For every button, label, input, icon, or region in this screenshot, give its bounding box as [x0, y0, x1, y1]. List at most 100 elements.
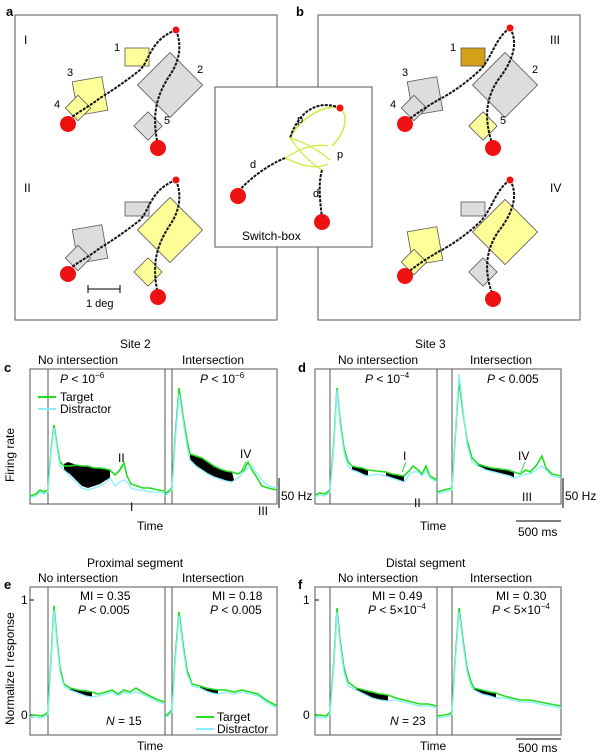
f-right-p-exp: −4 — [541, 602, 551, 611]
f-right-mi: MI = 0.30 — [496, 589, 547, 603]
row1-xlabel-c: Time — [137, 519, 164, 533]
f-left-n-text: = 23 — [399, 714, 426, 728]
f-right-p-text: < 5×10 — [500, 603, 541, 617]
row2-xlabel-e: Time — [137, 739, 164, 753]
e-right-distractor-trace — [164, 615, 278, 719]
rect-5 — [468, 257, 498, 287]
f-left-p-value: P < 5×10−4 — [368, 602, 426, 617]
c-right-marker-tick — [240, 461, 247, 473]
rect-4 — [64, 94, 92, 122]
y-tick-label-0: 0 — [21, 708, 28, 722]
panel-label-a: a — [6, 4, 14, 19]
rect-label-5: 5 — [500, 115, 506, 127]
target-circle — [60, 116, 76, 132]
rect-2 — [136, 51, 204, 119]
legend2-target-label: Target — [217, 710, 251, 724]
curve-distractor — [67, 179, 177, 271]
f-right-p-sym: P — [492, 603, 500, 617]
c-right-roman: III — [258, 504, 268, 518]
c-left-p-sym: P — [60, 372, 68, 386]
y-tick-label-1: 1 — [21, 593, 28, 607]
row1-ms-scale-label: 500 ms — [518, 525, 557, 539]
rect-4 — [400, 248, 428, 276]
f-left-n-sym: N — [390, 714, 399, 728]
f-left-p-exp: −4 — [417, 602, 427, 611]
c-right-traces — [164, 387, 278, 497]
panel-a-condition-I: I 1 2 3 4 5 — [24, 26, 204, 156]
e-left-target-trace — [29, 605, 166, 717]
rect-label-4: 4 — [390, 99, 396, 111]
d-right-frame — [436, 368, 562, 505]
e-right-subtitle: Intersection — [182, 571, 244, 585]
panel-label-c: c — [4, 360, 11, 375]
scale-bar-deg: 1 deg — [86, 285, 121, 310]
fixation-point — [506, 24, 514, 32]
switch-distal-segment-right — [318, 169, 323, 219]
row2-y-axis: 1 0 1 0 — [21, 593, 319, 722]
d-left-difference-fill-1 — [352, 466, 368, 476]
switch-proximal-segment — [289, 104, 341, 139]
switch-fixation-point — [336, 104, 344, 112]
panel-b-condition-IV: IV — [397, 176, 561, 307]
site3-title: Site 3 — [415, 337, 446, 351]
e-left-mi: MI = 0.35 — [80, 589, 131, 603]
rect-4 — [64, 244, 92, 272]
fixation-point — [506, 176, 514, 184]
c-right-distractor-trace — [164, 393, 278, 497]
condition-II-label: II — [24, 181, 31, 195]
panel-label-d: d — [298, 360, 306, 375]
d-right-marker-tick — [520, 461, 526, 473]
condition-III-label: III — [550, 33, 560, 47]
c-left-distractor-trace — [29, 427, 166, 499]
proximal-title: Proximal segment — [87, 556, 184, 570]
c-right-p-value: P < 10−6 — [200, 371, 245, 386]
c-right-frame — [164, 368, 278, 505]
f-right-frame — [436, 586, 562, 736]
c-left-p-value: P < 10−6 — [60, 371, 105, 386]
d-left-p-exp: −4 — [400, 371, 410, 380]
rect-1 — [460, 47, 486, 67]
legend-row1: Target Distractor — [38, 390, 111, 416]
rect-5 — [468, 111, 498, 141]
d-left-difference-fill-2 — [386, 472, 404, 482]
switch-circle-right — [314, 214, 330, 230]
rect-5 — [133, 257, 163, 287]
row2-ms-scale-label: 500 ms — [518, 741, 557, 755]
f-right-subtitle: Intersection — [470, 571, 532, 585]
e-left-distractor-trace — [29, 609, 166, 719]
d-left-traces — [314, 387, 438, 498]
distractor-circle — [397, 116, 413, 132]
curve-target — [486, 27, 516, 147]
switch-label-p1: p — [297, 114, 303, 126]
d-left-marker-tick — [401, 461, 407, 473]
e-left-n-sym: N — [106, 714, 115, 728]
c-left-p-exp: −6 — [95, 371, 105, 380]
rect-1 — [460, 201, 486, 217]
e-right-frame — [164, 586, 278, 736]
d-hz-scale-label: 50 Hz — [565, 489, 596, 503]
rect-label-2: 2 — [532, 64, 538, 76]
d-left-target-trace — [314, 387, 438, 496]
e-left-p-sym: P — [78, 603, 86, 617]
fixation-point — [172, 26, 180, 34]
curve-distractor — [154, 29, 181, 146]
curve-target — [67, 29, 177, 121]
target-circle — [150, 289, 166, 305]
rect-2 — [136, 196, 204, 264]
e-left-subtitle: No intersection — [38, 571, 118, 585]
rect-1 — [124, 201, 150, 217]
f-left-p-sym: P — [368, 603, 376, 617]
d-right-marker-label: IV — [518, 449, 529, 463]
row1-ylabel: Firing rate — [3, 428, 17, 482]
rect-label-1: 1 — [450, 42, 456, 54]
distractor-circle — [60, 266, 76, 282]
legend2-distractor-label: Distractor — [217, 722, 268, 736]
c-left-p-text: < 10 — [68, 372, 95, 386]
f-left-subtitle: No intersection — [338, 571, 418, 585]
e-right-p-value: P < 0.005 — [210, 603, 262, 617]
distractor-circle — [150, 140, 166, 156]
f-right-traces — [436, 607, 562, 719]
switch-label-d2: d — [313, 188, 319, 200]
rect-label-3: 3 — [402, 67, 408, 79]
legend-distractor-label: Distractor — [60, 402, 111, 416]
